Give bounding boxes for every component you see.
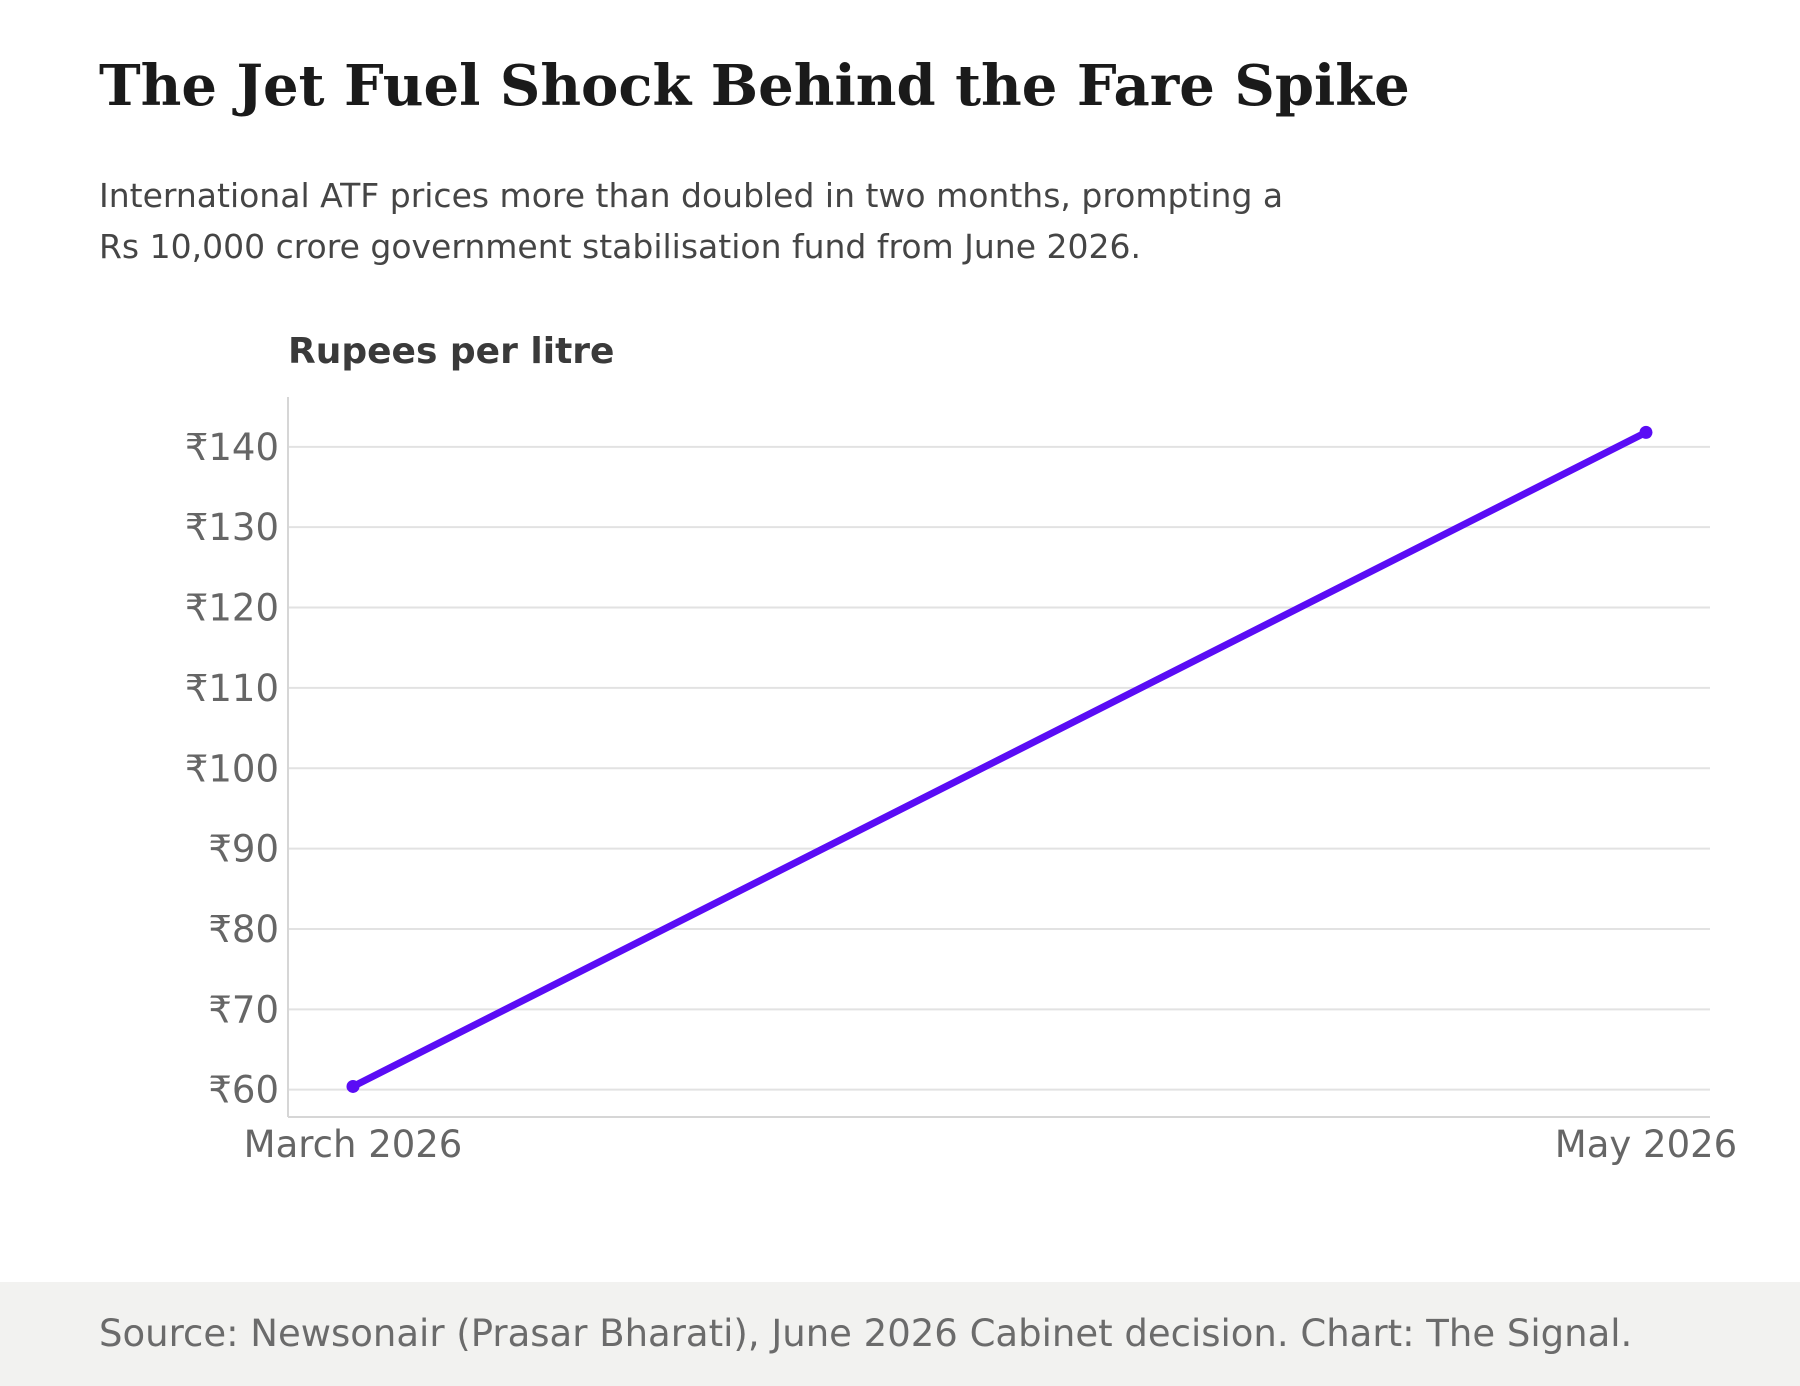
data-point-1-2 — [1639, 425, 1653, 439]
subtitle-line-1: International ATF prices more than doubl… — [99, 176, 1284, 215]
y-axis-title: Rupees per litre — [288, 331, 614, 372]
y-tick-label-140: ₹140 — [185, 426, 279, 469]
y-tick-label-110: ₹110 — [185, 667, 279, 710]
chart-title: The Jet Fuel Shock Behind the Fare Spike — [99, 53, 1410, 119]
gridlines — [288, 445, 1710, 1091]
y-tick-label-130: ₹130 — [185, 506, 279, 549]
x-tick-labels: March 2026 May 2026 — [244, 1123, 1738, 1166]
x-tick-label-1: March 2026 — [244, 1123, 463, 1166]
y-tick-label-80: ₹80 — [208, 908, 279, 951]
axes — [287, 397, 1710, 1118]
footer: Source: Newsonair (Prasar Bharati), June… — [0, 1282, 1800, 1386]
x-tick-label-2: May 2026 — [1555, 1123, 1737, 1166]
source-note: Source: Newsonair (Prasar Bharati), June… — [99, 1312, 1633, 1355]
y-tick-labels: ₹60 ₹70 ₹80 ₹90 ₹100 ₹110 ₹120 ₹130 ₹140 — [185, 426, 279, 1112]
y-tick-label-60: ₹60 — [208, 1069, 279, 1112]
y-tick-label-120: ₹120 — [185, 587, 279, 630]
chart-subtitle: International ATF prices more than doubl… — [99, 170, 1579, 272]
y-tick-label-70: ₹70 — [208, 988, 279, 1031]
series — [346, 425, 1653, 1093]
data-point-1-1 — [346, 1079, 360, 1093]
subtitle-line-2: Rs 10,000 crore government stabilisation… — [99, 227, 1141, 266]
line-chart: Rupees per litre ₹60 ₹70 ₹80 ₹90 ₹100 ₹110 ₹12… — [185, 331, 1738, 1166]
y-tick-label-90: ₹90 — [208, 828, 279, 871]
y-tick-label-100: ₹100 — [185, 747, 279, 790]
series-line-1 — [349, 428, 1650, 1090]
